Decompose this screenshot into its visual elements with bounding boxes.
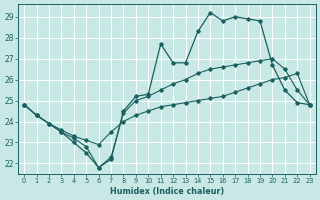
- X-axis label: Humidex (Indice chaleur): Humidex (Indice chaleur): [110, 187, 224, 196]
